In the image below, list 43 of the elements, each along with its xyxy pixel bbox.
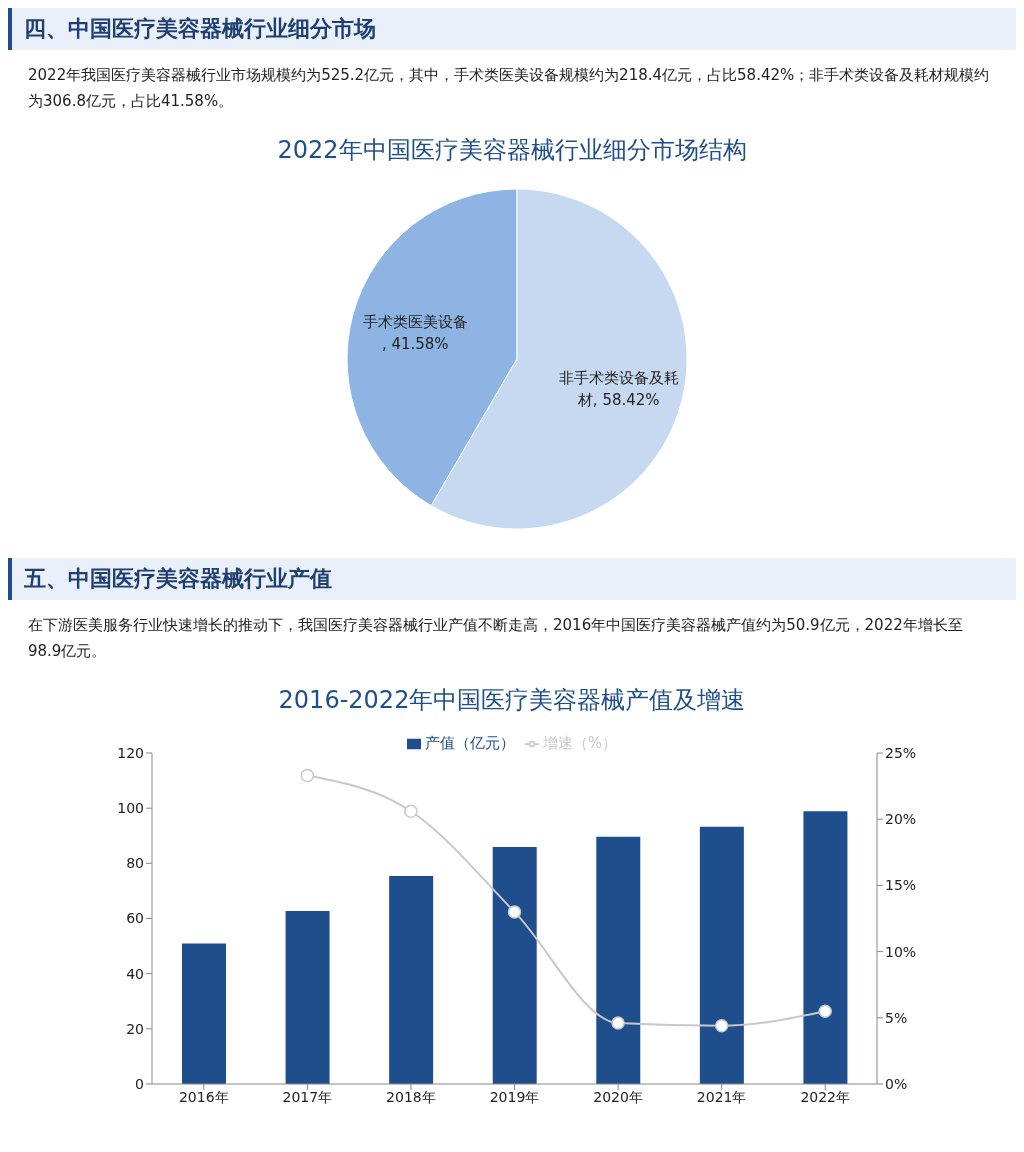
data-label: , 41.58% bbox=[381, 335, 449, 354]
x-tick-label: 2022年 bbox=[800, 1088, 851, 1105]
y-tick-label: 120 bbox=[117, 744, 144, 761]
x-tick-label: 2018年 bbox=[386, 1088, 436, 1105]
chart-title: 2016-2022年中国医疗美容器械产值及增速 bbox=[277, 685, 747, 716]
x-tick-label: 2017年 bbox=[282, 1088, 333, 1105]
chart-title: 2022年中国医疗美容器械行业细分市场结构 bbox=[276, 135, 748, 166]
legend-label: 产值（亿元） bbox=[424, 734, 515, 752]
point bbox=[300, 768, 315, 783]
y2-tick-label: 15% bbox=[885, 877, 917, 894]
point bbox=[714, 1018, 729, 1033]
text: 2022年我国医疗美容器械行业市场规模约为525.2亿元，其中，手术类医美设备规模约为218.4亿元，占比58.42%；非手术类设备及耗材规模约为306.8亿元，占比41.58%。 bbox=[28, 65, 991, 112]
bar bbox=[182, 943, 226, 1084]
point bbox=[818, 1004, 832, 1018]
point bbox=[611, 1016, 625, 1030]
point bbox=[507, 905, 522, 919]
y-tick-label: 0 bbox=[135, 1075, 144, 1092]
bar bbox=[803, 811, 848, 1084]
text: 在下游医美服务行业快速增长的推动下，我国医疗美容器械行业产值不断走高，2016年中国医疗美容器械产值约为50.9亿元，2022年增长至98.9亿元。 bbox=[28, 615, 964, 662]
y2-tick-label: 25% bbox=[885, 744, 917, 761]
y-tick-label: 40 bbox=[126, 965, 144, 982]
x-tick-label: 2019年 bbox=[489, 1088, 540, 1105]
y-tick-label: 20 bbox=[126, 1020, 144, 1037]
y2-tick-label: 10% bbox=[885, 943, 917, 960]
text: 五、中国医疗美容器械行业产值 bbox=[8, 558, 1016, 600]
y2-tick-label: 0% bbox=[885, 1075, 908, 1092]
y-tick-label: 80 bbox=[126, 855, 144, 872]
x-tick-label: 2021年 bbox=[696, 1088, 747, 1105]
point bbox=[404, 804, 418, 819]
y2-tick-label: 5% bbox=[885, 1009, 908, 1026]
bar bbox=[285, 911, 330, 1084]
y2-tick-label: 20% bbox=[885, 811, 917, 828]
bar bbox=[492, 847, 537, 1084]
bar bbox=[699, 826, 744, 1084]
slice-label: 非手术类设备及耗材, 58.42% bbox=[558, 368, 679, 409]
x-tick-label: 2016年 bbox=[178, 1088, 229, 1105]
bar bbox=[596, 836, 641, 1084]
text: 四、中国医疗美容器械行业细分市场 bbox=[8, 8, 1016, 50]
slice-label: 手术类医美设备 bbox=[362, 313, 468, 332]
x-tick-label: 2020年 bbox=[593, 1088, 643, 1105]
bar bbox=[389, 876, 434, 1084]
y-tick-label: 60 bbox=[126, 910, 144, 927]
y-tick-label: 100 bbox=[117, 800, 144, 817]
